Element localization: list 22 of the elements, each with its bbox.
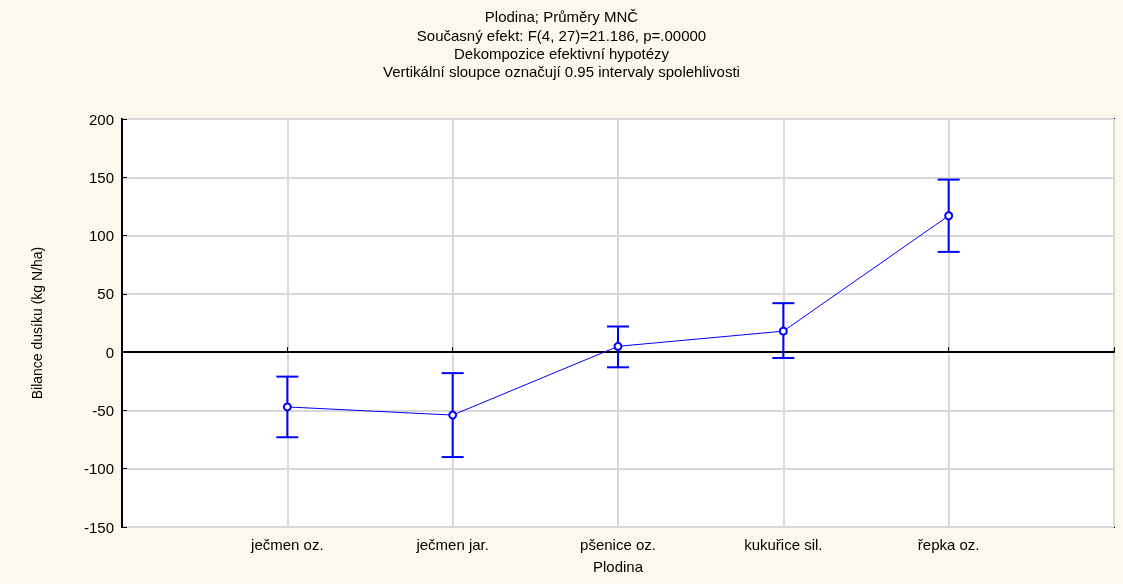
y-tick-label: 200 — [88, 110, 114, 128]
point — [944, 211, 954, 221]
x-tick-label: řepka oz. — [917, 536, 980, 553]
x-tick-label: kukuřice sil. — [744, 536, 823, 553]
point — [448, 410, 458, 420]
x-tick-label: pšenice oz. — [580, 536, 656, 553]
point — [613, 341, 623, 351]
x-tick-label: ječmen jar. — [415, 536, 489, 553]
y-tick-label: 150 — [88, 168, 114, 186]
chart-subtitle: Současný efekt: F(4, 27)=21.186, p=.00000 Dekompozice efektivní hypotézy Vertikální sloupce označují 0.95 intervaly spolehlivosti — [383, 26, 740, 80]
y-tick-label: -50 — [92, 401, 114, 419]
x-tick-label: ječmen oz. — [250, 536, 324, 553]
y-tick-label: -150 — [83, 518, 114, 536]
y-tick-label: 100 — [88, 227, 114, 245]
y-tick-label: -100 — [83, 460, 114, 478]
point — [778, 326, 788, 336]
x-axis-title: Plodina — [592, 558, 644, 575]
y-axis-title: Bilance dusíku (kg N/ha) — [29, 246, 45, 400]
y-tick-label: 0 — [105, 343, 114, 361]
point — [282, 402, 292, 412]
y-tick-label: 50 — [97, 285, 114, 303]
chart-title: Plodina; Průměry MNČ — [484, 8, 639, 25]
